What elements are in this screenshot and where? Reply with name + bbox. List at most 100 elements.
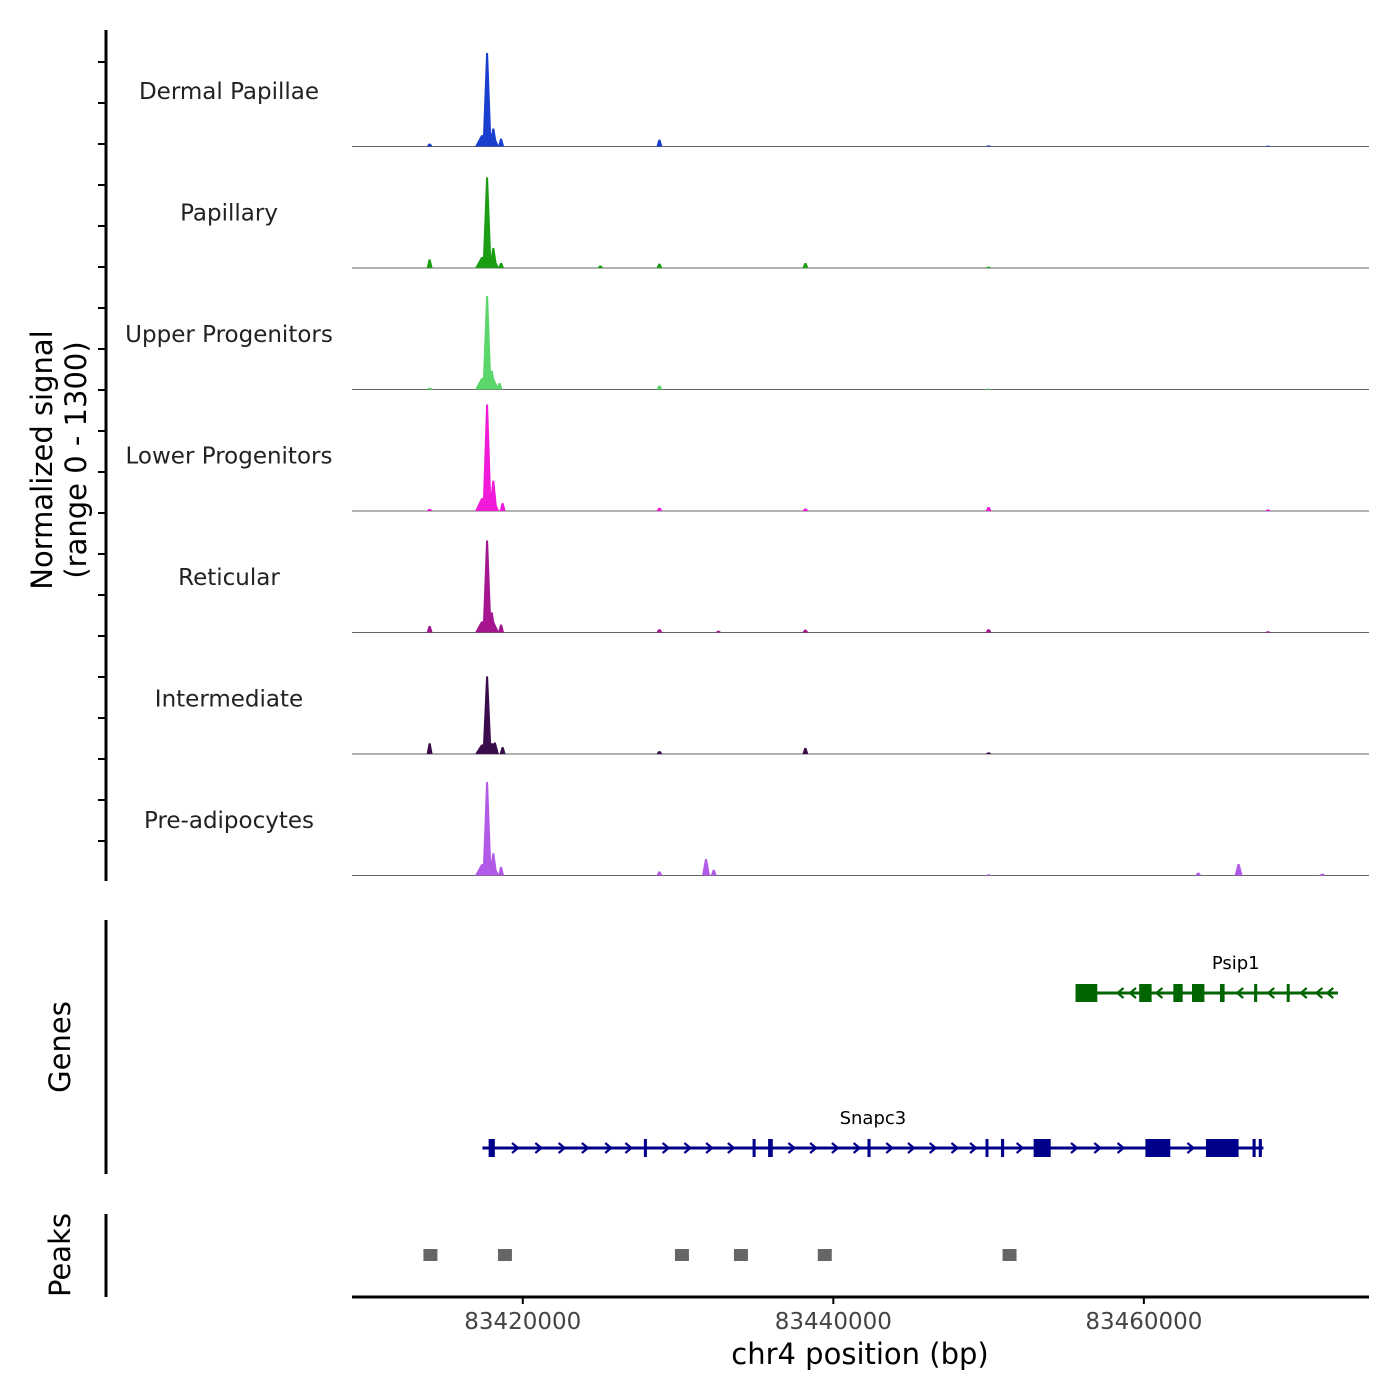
strand-arrow xyxy=(534,1142,544,1154)
gene-exon xyxy=(1286,984,1290,1002)
coverage-peak xyxy=(1265,509,1272,511)
coverage-peak xyxy=(985,874,992,876)
track-lower-progenitors: Lower Progenitors xyxy=(126,404,1369,512)
strand-arrow xyxy=(1314,987,1324,999)
coverage-peak xyxy=(985,629,992,633)
gene-exon xyxy=(752,1139,756,1157)
track-intermediate: Intermediate xyxy=(155,676,1369,755)
track-reticular: Reticular xyxy=(178,540,1369,633)
coverage-peak xyxy=(597,265,604,268)
strand-arrow xyxy=(727,1142,736,1154)
coverage-peak xyxy=(489,853,498,876)
gene-exon xyxy=(1219,984,1225,1002)
gene-exon xyxy=(1033,1139,1051,1157)
gene-snapc3: Snapc3 xyxy=(482,1108,1264,1157)
coverage-peak xyxy=(496,383,503,390)
strand-arrow xyxy=(683,1142,693,1154)
coverage-peak xyxy=(802,629,809,633)
coverage-peak xyxy=(1195,872,1202,876)
coverage-peak xyxy=(487,612,496,633)
coverage-peak xyxy=(802,747,809,754)
gene-exon xyxy=(768,1139,773,1157)
gene-exon xyxy=(1254,984,1258,1002)
gene-exon xyxy=(1001,1139,1005,1157)
strand-arrow xyxy=(1154,987,1164,999)
coverage-peak xyxy=(482,404,492,511)
strand-arrow xyxy=(907,1142,916,1154)
x-tick-label: 83440000 xyxy=(775,1309,892,1335)
coverage-peak xyxy=(1319,873,1326,876)
coverage-peak xyxy=(985,266,992,268)
track-label: Pre-adipocytes xyxy=(144,808,314,834)
strand-arrow xyxy=(885,1142,894,1154)
gene-exon xyxy=(985,1139,989,1157)
genes-panel-label: Genes xyxy=(43,1001,77,1093)
coverage-peak xyxy=(656,263,663,268)
coverage-peak xyxy=(656,507,663,511)
x-axis-ticks: 83420000 83440000 83460000 xyxy=(464,1297,1202,1335)
coverage-peak xyxy=(426,259,433,268)
strand-arrow xyxy=(1266,987,1275,999)
gene-exon xyxy=(1139,984,1152,1002)
coverage-peak xyxy=(656,139,663,147)
coverage-peak xyxy=(498,624,505,633)
strand-arrow xyxy=(1299,987,1308,999)
track-label: Dermal Papillae xyxy=(139,79,319,105)
coverage-peak xyxy=(498,138,505,147)
coverage-peak xyxy=(985,388,992,390)
strand-arrow xyxy=(1070,1142,1079,1154)
gene-exon xyxy=(867,1139,871,1157)
coverage-peak xyxy=(656,751,663,754)
coverage-peak xyxy=(489,247,498,268)
gene-label: Psip1 xyxy=(1212,953,1260,974)
y-axis-subtitle: (range 0 - 1300) xyxy=(59,341,93,578)
track-dermal-papillae: Dermal Papillae xyxy=(139,53,1369,147)
gene-exon xyxy=(1205,1139,1239,1157)
coverage-peak xyxy=(482,676,492,754)
coverage-peak xyxy=(482,177,492,268)
peaks-panel-label: Peaks xyxy=(43,1213,77,1297)
coverage-peak xyxy=(499,503,506,511)
coverage-peak xyxy=(710,869,717,876)
strand-arrow xyxy=(969,1142,978,1154)
gene-psip1: Psip1 xyxy=(1075,953,1338,1002)
gene-exon xyxy=(1145,1139,1171,1157)
coverage-peak xyxy=(482,540,492,633)
strand-arrow xyxy=(604,1142,613,1154)
coverage-peak xyxy=(499,747,506,754)
coverage-peak xyxy=(426,626,433,633)
gene-exon xyxy=(488,1139,495,1157)
strand-arrow xyxy=(557,1142,567,1154)
peak-region xyxy=(817,1249,832,1261)
coverage-peak xyxy=(426,508,433,511)
gene-exon xyxy=(643,1139,647,1157)
peak-region xyxy=(423,1249,438,1261)
coverage-peak xyxy=(702,858,711,876)
strand-arrow xyxy=(831,1142,840,1154)
gene-annotations: Psip1 Snapc3 xyxy=(482,953,1338,1157)
coverage-peak xyxy=(482,782,492,876)
coverage-peak xyxy=(715,630,722,633)
strand-arrow xyxy=(787,1142,797,1154)
y-axis-title: Normalized signal xyxy=(25,330,59,589)
track-pre-adipocytes: Pre-adipocytes xyxy=(144,782,1369,876)
peak-region xyxy=(733,1249,748,1261)
coverage-y-ticks xyxy=(98,61,106,842)
peak-region xyxy=(674,1249,689,1261)
track-papillary: Papillary xyxy=(180,177,1369,269)
coverage-peak xyxy=(426,143,433,147)
coverage-peak xyxy=(482,296,492,390)
coverage-peak xyxy=(1265,145,1272,147)
gene-label: Snapc3 xyxy=(840,1108,907,1129)
strand-arrow xyxy=(1186,1142,1196,1154)
coverage-peak xyxy=(985,145,992,147)
coverage-peak xyxy=(985,507,992,511)
strand-arrow xyxy=(1015,1142,1025,1154)
strand-arrow xyxy=(624,1142,634,1154)
coverage-peak xyxy=(426,387,433,390)
strand-arrow xyxy=(1115,987,1125,999)
x-axis-title: chr4 position (bp) xyxy=(731,1337,988,1371)
peak-region xyxy=(1002,1249,1017,1261)
strand-arrow xyxy=(1093,1142,1102,1154)
